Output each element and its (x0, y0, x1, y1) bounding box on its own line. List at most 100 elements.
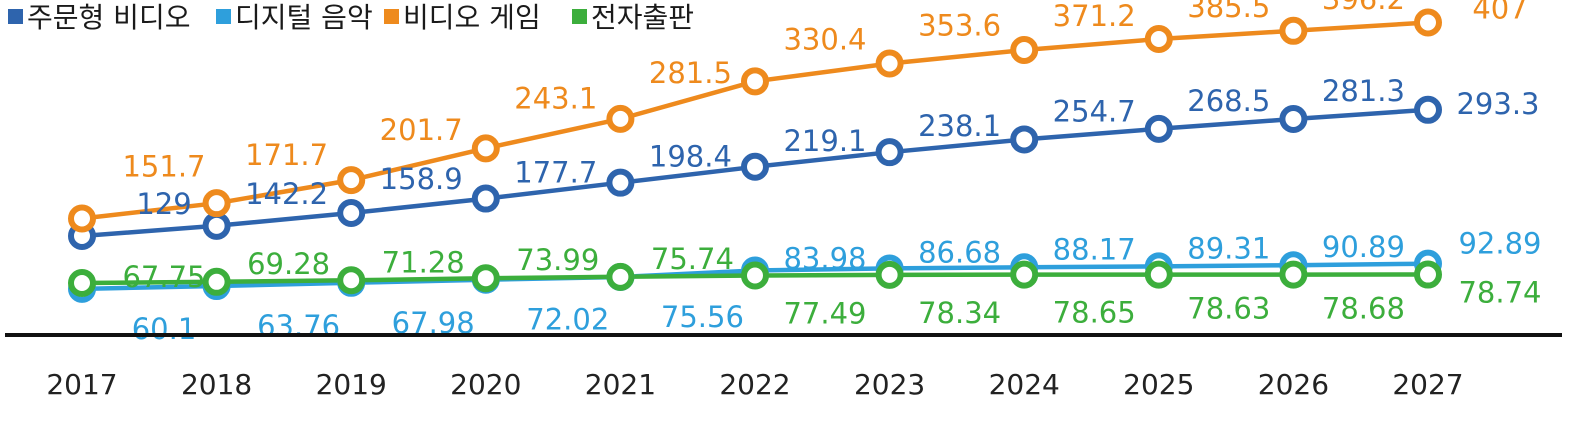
data-label-0: 198.4 (649, 140, 732, 174)
x-tick-label: 2023 (854, 368, 925, 401)
series-marker-0 (1010, 125, 1039, 154)
series-marker-0 (1279, 105, 1308, 134)
data-label-1: 88.17 (1053, 232, 1136, 266)
data-label-2: 396.2 (1322, 0, 1405, 16)
data-label-0: 142.2 (245, 177, 328, 211)
data-label-0: 158.9 (380, 162, 463, 196)
series-marker-0 (741, 152, 769, 181)
data-label-3: 67.75 (122, 260, 205, 294)
data-label-3: 78.34 (918, 296, 1001, 330)
data-label-2: 330.4 (783, 22, 866, 56)
data-label-0: 219.1 (783, 124, 866, 158)
data-label-3: 78.74 (1458, 276, 1541, 310)
legend-label-2: 비디오 게임 (403, 1, 541, 34)
legend: 주문형 비디오 디지털 음악 비디오 게임 전자출판 (8, 1, 694, 34)
series-marker-3 (1414, 260, 1442, 289)
series-marker-2 (1414, 8, 1442, 37)
legend-swatch-2 (384, 9, 399, 24)
x-tick-label: 2018 (181, 368, 252, 401)
series-marker-3 (1144, 260, 1173, 289)
data-label-0: 177.7 (514, 156, 597, 190)
data-label-2: 171.7 (245, 138, 328, 172)
x-tick-label: 2022 (719, 368, 790, 401)
series-marker-0 (606, 168, 635, 197)
series-marker-3 (1279, 260, 1308, 289)
legend-label-3: 전자출판 (591, 1, 694, 34)
series-marker-2 (741, 67, 769, 96)
series-marker-3 (471, 264, 500, 293)
data-label-1: 75.56 (661, 300, 744, 334)
data-label-3: 73.99 (516, 243, 599, 277)
series-marker-2 (337, 166, 366, 195)
data-label-3: 78.63 (1187, 292, 1270, 326)
series-marker-0 (202, 211, 231, 240)
data-label-2: 243.1 (514, 81, 597, 115)
series-marker-2 (1279, 16, 1308, 45)
series-marker-3 (68, 268, 96, 297)
series-marker-0 (875, 138, 904, 167)
data-label-2: 151.7 (122, 150, 205, 184)
x-tick-label: 2017 (46, 368, 117, 401)
data-label-1: 60.1 (132, 312, 197, 346)
series-markers (68, 8, 1442, 303)
legend-label-0: 주문형 비디오 (27, 1, 190, 34)
data-label-2: 281.5 (649, 56, 732, 90)
x-tick-label: 2025 (1123, 368, 1194, 401)
data-label-1: 86.68 (918, 235, 1001, 269)
data-label-1: 72.02 (526, 303, 609, 337)
data-label-0: 293.3 (1456, 87, 1539, 121)
data-label-3: 69.28 (247, 247, 330, 281)
data-label-0: 238.1 (918, 109, 1001, 143)
data-label-1: 63.76 (257, 309, 340, 343)
series-marker-2 (606, 104, 635, 133)
legend-swatch-3 (572, 9, 587, 24)
series-marker-3 (741, 261, 769, 290)
legend-label-1: 디지털 음악 (235, 1, 373, 34)
x-tick-label: 2026 (1258, 368, 1329, 401)
x-tick-label: 2020 (450, 368, 521, 401)
data-label-3: 78.65 (1053, 296, 1136, 330)
x-axis-ticks: 2017 2018 2019 2020 2021 2022 2023 2024 2025 2026… (46, 368, 1463, 401)
data-label-2: 201.7 (380, 113, 463, 147)
series-marker-3 (202, 267, 231, 296)
series-marker-3 (875, 260, 904, 289)
series-marker-3 (1010, 260, 1039, 289)
data-label-2: 353.6 (918, 9, 1001, 43)
data-label-3: 75.74 (651, 242, 734, 276)
data-label-2: 407 (1472, 0, 1527, 26)
data-label-0: 254.7 (1053, 94, 1136, 128)
series-marker-3 (606, 262, 635, 291)
series-marker-2 (1144, 25, 1173, 54)
x-tick-label: 2027 (1392, 368, 1463, 401)
series-marker-0 (471, 184, 500, 213)
legend-swatch-1 (216, 9, 231, 24)
data-label-2: 385.5 (1187, 0, 1270, 24)
data-label-1: 92.89 (1458, 227, 1541, 261)
data-label-0: 268.5 (1187, 84, 1270, 118)
series-marker-2 (202, 189, 231, 218)
series-marker-0 (1144, 114, 1173, 143)
series-marker-3 (337, 266, 366, 295)
data-label-3: 78.68 (1322, 292, 1405, 326)
series-marker-0 (337, 198, 366, 227)
data-label-1: 83.98 (783, 242, 866, 276)
legend-swatch-0 (8, 9, 23, 24)
data-label-3: 77.49 (783, 297, 866, 331)
x-tick-label: 2019 (316, 368, 387, 401)
series-marker-2 (68, 204, 96, 233)
series-marker-2 (875, 49, 904, 78)
data-label-1: 89.31 (1187, 231, 1270, 265)
data-label-1: 90.89 (1322, 230, 1405, 264)
x-tick-label: 2024 (989, 368, 1060, 401)
data-label-0: 129 (136, 187, 191, 221)
data-label-0: 281.3 (1322, 74, 1405, 108)
series-marker-2 (471, 134, 500, 163)
series-marker-0 (1414, 95, 1442, 124)
data-label-2: 371.2 (1053, 0, 1136, 33)
x-tick-label: 2021 (585, 368, 656, 401)
data-label-3: 71.28 (382, 245, 465, 279)
series-marker-2 (1010, 35, 1039, 64)
data-labels: 129 142.2 158.9 177.7 198.4 219.1 238.1 254.7 26… (122, 0, 1541, 346)
